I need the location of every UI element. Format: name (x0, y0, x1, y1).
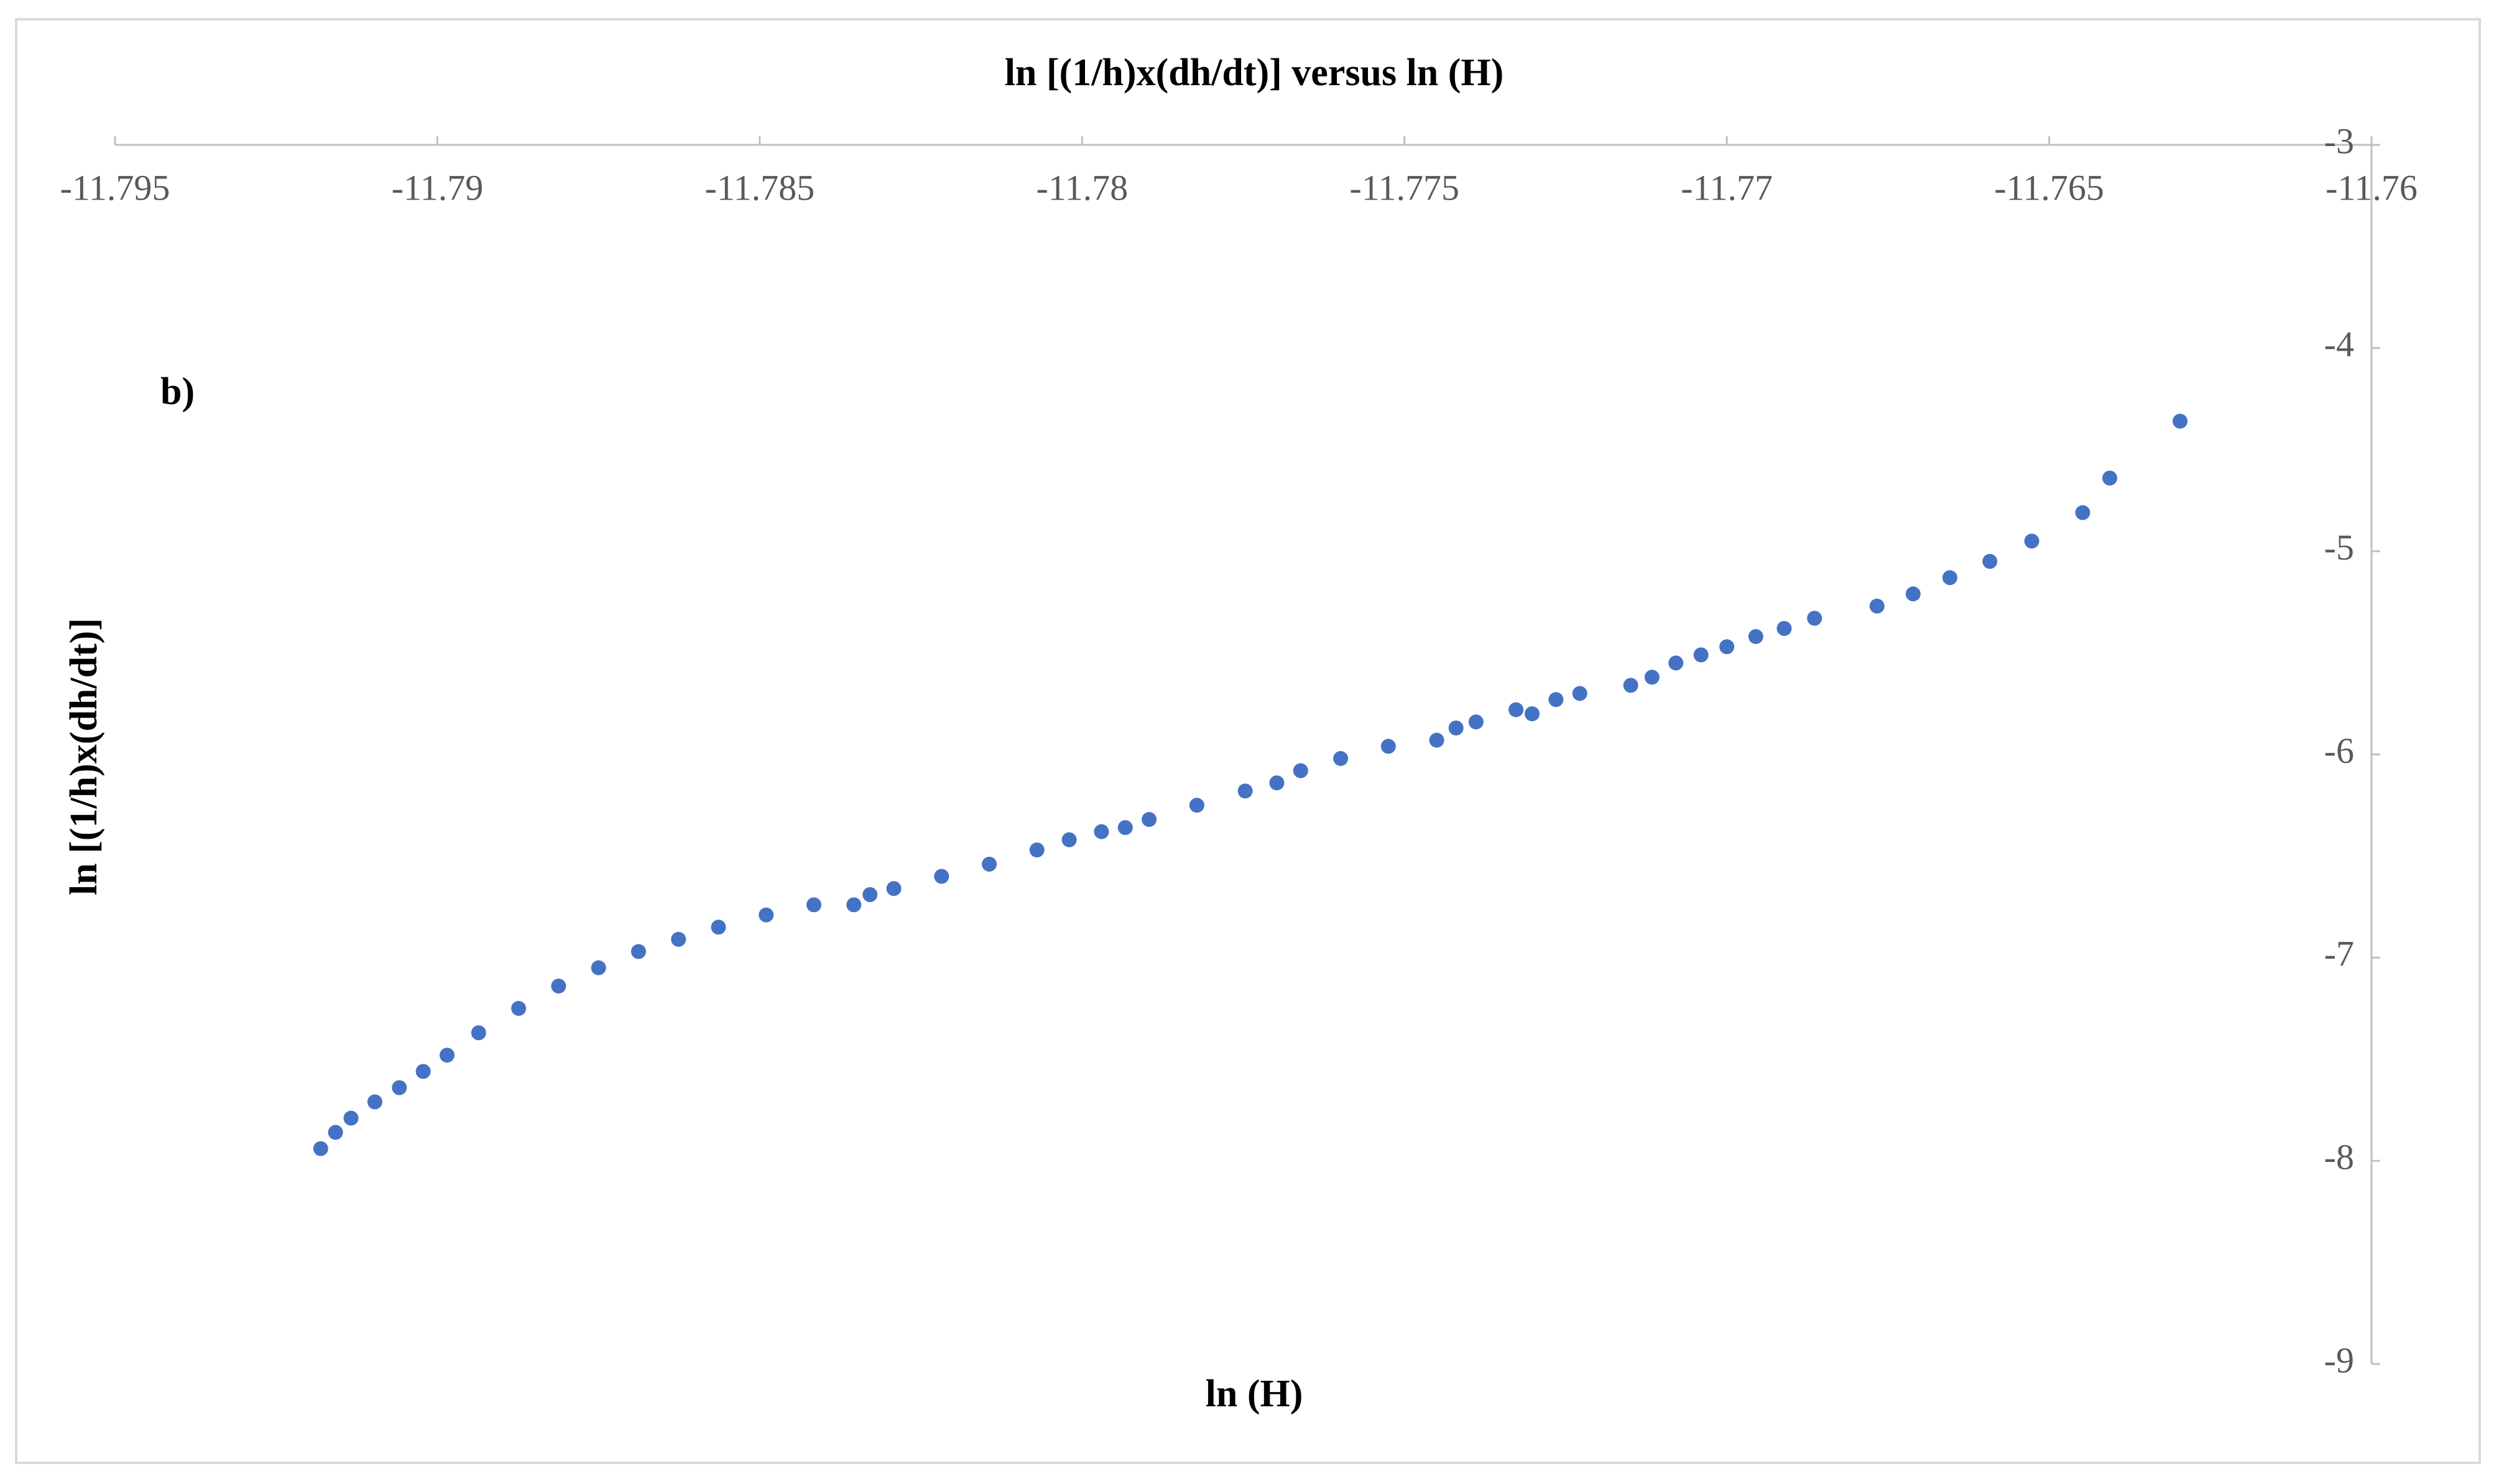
point (1508, 702, 1524, 717)
y-tick-label: -7 (2324, 934, 2354, 974)
point (1061, 832, 1077, 847)
y-tick-label: -4 (2324, 324, 2354, 364)
point (806, 897, 821, 913)
point (1693, 647, 1709, 663)
x-tick-label: -11.775 (1349, 167, 1459, 208)
point (1448, 721, 1464, 736)
point (1468, 714, 1484, 730)
x-tick-label: -11.79 (392, 167, 484, 208)
point (1269, 775, 1285, 791)
y-tick-label: -3 (2324, 121, 2354, 161)
point (392, 1080, 407, 1095)
point (711, 919, 726, 935)
x-tick-label: -11.78 (1036, 167, 1128, 208)
point (1237, 783, 1253, 799)
point (886, 881, 902, 896)
annotation: b) (160, 371, 195, 413)
chart-border (15, 18, 2481, 1464)
point (1548, 692, 1564, 707)
point (551, 979, 566, 994)
point (1719, 639, 1735, 655)
point (1776, 620, 1792, 636)
point (1942, 570, 1957, 586)
point (846, 897, 862, 913)
point (1572, 686, 1587, 701)
x-tick-label: -11.76 (2326, 167, 2418, 208)
point (415, 1064, 431, 1079)
y-tick-label: -8 (2324, 1136, 2354, 1177)
chart-title: ln [(1/h)x(dh/dt)] versus ln (H) (1005, 52, 1504, 94)
point (313, 1141, 328, 1156)
x-tick-label: -11.765 (1994, 167, 2104, 208)
y-tick-label: -5 (2324, 527, 2354, 568)
point (1623, 678, 1638, 693)
x-tick-label: -11.785 (705, 167, 815, 208)
point (671, 931, 686, 947)
point (1293, 763, 1308, 778)
point (2173, 413, 2188, 429)
point (2102, 471, 2118, 486)
point (1869, 598, 1885, 614)
y-tick-label: -6 (2324, 730, 2354, 771)
point (862, 887, 878, 903)
point (981, 856, 997, 872)
point (439, 1048, 455, 1063)
point (471, 1025, 486, 1041)
point (1748, 629, 1763, 644)
point (328, 1125, 343, 1140)
point (1380, 739, 1396, 754)
point (2075, 505, 2090, 520)
x-tick-label: -11.77 (1681, 167, 1773, 208)
point (1117, 820, 1133, 836)
point (1333, 751, 1349, 767)
y-tick-label: -9 (2324, 1340, 2354, 1380)
point (934, 869, 949, 884)
point (591, 960, 606, 975)
point (511, 1001, 527, 1016)
point (1525, 706, 1540, 722)
point (759, 907, 774, 923)
point (1982, 554, 1998, 569)
x-tick-label: -11.795 (60, 167, 170, 208)
point (2024, 533, 2039, 549)
point (1142, 812, 1157, 827)
x-axis-label: ln (H) (1206, 1373, 1303, 1415)
point (1644, 670, 1660, 685)
point (1029, 842, 1045, 858)
point (343, 1110, 359, 1126)
point (1807, 611, 1822, 626)
point (1668, 655, 1684, 671)
point (367, 1094, 382, 1110)
y-axis-label: ln [(1/h)x(dh/dt)] (63, 618, 105, 895)
point (631, 944, 646, 959)
point (1429, 732, 1444, 748)
point (1189, 798, 1204, 813)
point (1094, 824, 1109, 839)
point (1905, 586, 1921, 602)
